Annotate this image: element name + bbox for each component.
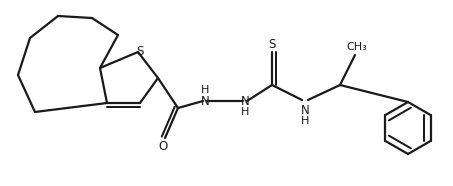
Text: O: O <box>159 140 168 153</box>
Text: N: N <box>241 94 249 108</box>
Text: N: N <box>201 94 209 108</box>
Text: H: H <box>301 116 309 126</box>
Text: S: S <box>136 44 144 57</box>
Text: S: S <box>268 38 276 51</box>
Text: H: H <box>241 107 249 117</box>
Text: N: N <box>301 103 309 116</box>
Text: CH₃: CH₃ <box>347 42 367 52</box>
Text: H: H <box>201 85 209 95</box>
